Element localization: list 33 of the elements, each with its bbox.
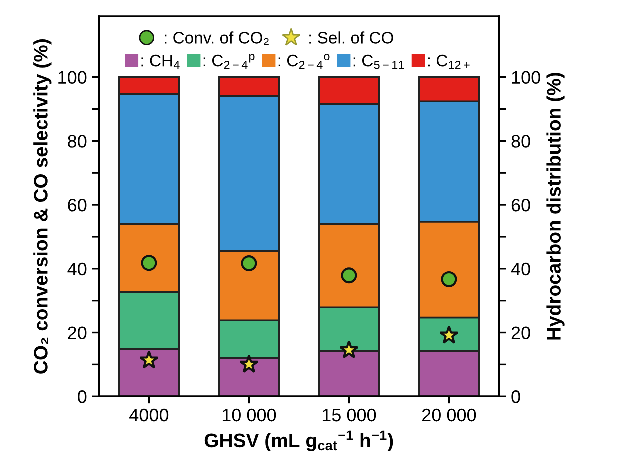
y2-axis-title: Hydrocarbon distribution (%) bbox=[546, 73, 565, 340]
y-tick-label: 40 bbox=[68, 262, 87, 276]
y2-tick-label: 0 bbox=[512, 390, 520, 404]
legend-label: : Conv. of CO₂ bbox=[165, 32, 269, 46]
legend-label: : C$_{12+}$ bbox=[428, 54, 470, 70]
y2-tick-label: 80 bbox=[512, 135, 530, 148]
x-axis-title: GHSV (mL g$_{cat}$$^{−1}$ h$^{−1}$) bbox=[204, 430, 394, 452]
x-tick-label: 10 000 bbox=[222, 408, 276, 422]
y2-tick-label: 100 bbox=[512, 71, 540, 84]
x-tick-label: 4000 bbox=[130, 408, 169, 422]
y2-tick-label: 60 bbox=[512, 198, 530, 212]
y2-tick-label: 40 bbox=[511, 262, 530, 276]
legend-label: : Sel. of CO bbox=[310, 32, 394, 44]
point bbox=[140, 350, 159, 369]
x-tick-label: 15 000 bbox=[322, 408, 376, 422]
y-tick-label: 60 bbox=[68, 198, 87, 212]
y-tick-label: 80 bbox=[68, 135, 87, 148]
legend-label: : CH$_{4}$ bbox=[142, 54, 180, 70]
y-tick-label: 100 bbox=[58, 71, 87, 84]
legend-label: : C$_{5−11}$ bbox=[354, 54, 404, 70]
point bbox=[241, 255, 258, 272]
point bbox=[341, 268, 358, 284]
y-tick-label: 0 bbox=[78, 390, 87, 404]
y2-tick-label: 20 bbox=[512, 326, 530, 340]
point bbox=[141, 255, 158, 272]
y-tick-label: 20 bbox=[68, 326, 87, 340]
legend-label: : C$_{2−4}$$^{p}$ bbox=[204, 54, 255, 70]
y-axis-title: CO₂ conversion & CO selectivity (%) bbox=[34, 40, 52, 374]
point bbox=[340, 340, 359, 359]
legend-label: : C$_{2−4}$$^{o}$ bbox=[278, 54, 330, 70]
point bbox=[441, 271, 458, 288]
x-tick-label: 20 000 bbox=[422, 408, 476, 422]
point bbox=[240, 354, 259, 374]
